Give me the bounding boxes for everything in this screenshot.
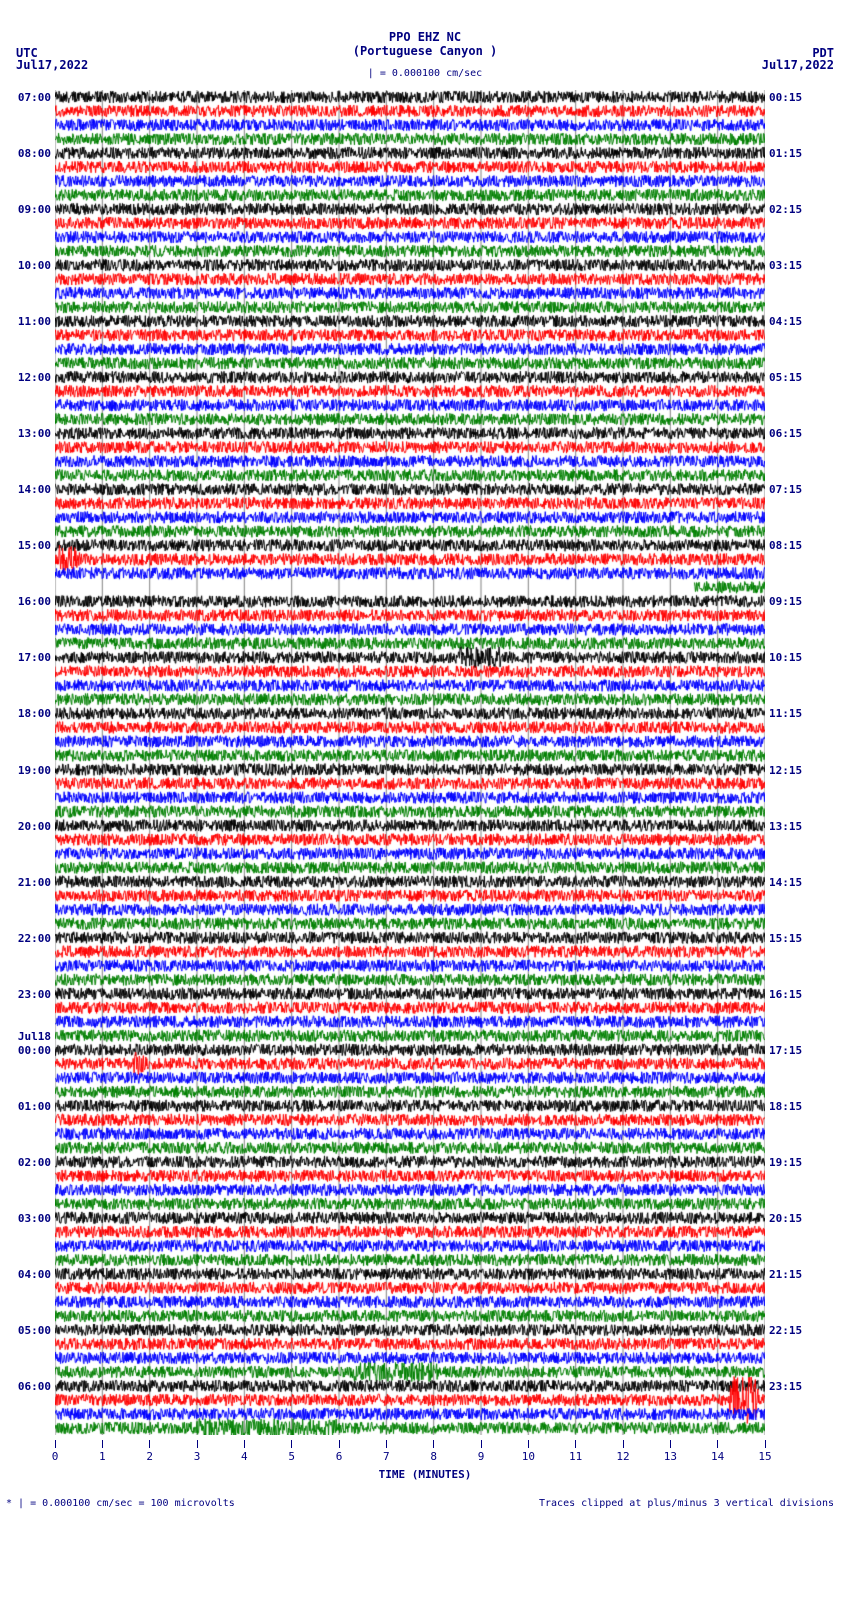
time-label: 16:00 [18, 595, 51, 608]
time-label: 23:15 [769, 1380, 802, 1393]
time-label: 11:00 [18, 315, 51, 328]
x-tick-label: 7 [383, 1450, 390, 1463]
date-left: Jul17,2022 [16, 58, 88, 72]
time-label: 10:00 [18, 259, 51, 272]
x-tick-mark [244, 1440, 245, 1448]
station-location: (Portuguese Canyon ) [0, 44, 850, 58]
footer-right: Traces clipped at plus/minus 3 vertical … [539, 1498, 834, 1509]
time-label: 21:15 [769, 1268, 802, 1281]
time-label: 18:00 [18, 707, 51, 720]
time-label: 05:15 [769, 371, 802, 384]
time-label: 08:15 [769, 539, 802, 552]
time-label: 06:15 [769, 427, 802, 440]
time-label: 00:00 [18, 1044, 51, 1057]
x-tick-mark [765, 1440, 766, 1448]
x-tick-mark [149, 1440, 150, 1448]
time-label: 18:15 [769, 1100, 802, 1113]
x-tick-label: 2 [146, 1450, 153, 1463]
helicorder-plot [55, 90, 765, 1435]
x-tick-mark [386, 1440, 387, 1448]
time-label: 17:15 [769, 1044, 802, 1057]
x-tick-label: 13 [664, 1450, 677, 1463]
time-label: 01:00 [18, 1100, 51, 1113]
x-tick-label: 9 [478, 1450, 485, 1463]
x-tick-label: 6 [336, 1450, 343, 1463]
time-label: 20:15 [769, 1212, 802, 1225]
x-tick-label: 8 [430, 1450, 437, 1463]
time-label: 07:15 [769, 483, 802, 496]
time-label: 16:15 [769, 988, 802, 1001]
x-tick-mark [339, 1440, 340, 1448]
x-tick-label: 11 [569, 1450, 582, 1463]
time-label: 12:00 [18, 371, 51, 384]
x-tick-mark [481, 1440, 482, 1448]
time-label: 01:15 [769, 147, 802, 160]
scale-note: | = 0.000100 cm/sec [0, 68, 850, 79]
time-label: 23:00 [18, 988, 51, 1001]
station-title: PPO EHZ NC [0, 30, 850, 44]
x-tick-mark [528, 1440, 529, 1448]
x-tick-label: 15 [758, 1450, 771, 1463]
x-tick-mark [102, 1440, 103, 1448]
time-label: 04:00 [18, 1268, 51, 1281]
x-tick-mark [197, 1440, 198, 1448]
x-tick-mark [55, 1440, 56, 1448]
time-label: 22:00 [18, 932, 51, 945]
left-time-labels: 07:00 08:00 09:00 10:00 11:00 12:00 13:00 14:00… [0, 90, 55, 1435]
time-label: 20:00 [18, 820, 51, 833]
time-label: 14:00 [18, 483, 51, 496]
time-label: 09:15 [769, 595, 802, 608]
time-label: 15:15 [769, 932, 802, 945]
time-label: 00:15 [769, 91, 802, 104]
time-label: 12:15 [769, 764, 802, 777]
x-tick-label: 3 [194, 1450, 201, 1463]
x-tick-label: 12 [616, 1450, 629, 1463]
x-tick-label: 5 [288, 1450, 295, 1463]
x-axis-title: TIME (MINUTES) [0, 1468, 850, 1481]
time-label: 11:15 [769, 707, 802, 720]
time-label: 04:15 [769, 315, 802, 328]
x-tick-mark [291, 1440, 292, 1448]
x-tick-label: 0 [52, 1450, 59, 1463]
time-label: 09:00 [18, 203, 51, 216]
time-label: 03:00 [18, 1212, 51, 1225]
time-label: 19:00 [18, 764, 51, 777]
right-time-labels: 00:15 01:15 02:15 03:15 04:15 05:15 06:15 07:15… [765, 90, 845, 1435]
time-label: 10:15 [769, 651, 802, 664]
x-tick-label: 4 [241, 1450, 248, 1463]
time-label: 05:00 [18, 1324, 51, 1337]
time-label: 22:15 [769, 1324, 802, 1337]
footer-left: * | = 0.000100 cm/sec = 100 microvolts [6, 1498, 235, 1509]
time-label: 19:15 [769, 1156, 802, 1169]
time-label: 06:00 [18, 1380, 51, 1393]
time-label: 02:00 [18, 1156, 51, 1169]
time-label: 14:15 [769, 876, 802, 889]
x-tick-label: 10 [522, 1450, 535, 1463]
date-right: Jul17,2022 [762, 58, 834, 72]
time-label: 07:00 [18, 91, 51, 104]
x-tick-label: 14 [711, 1450, 724, 1463]
time-label: 13:00 [18, 427, 51, 440]
x-tick-mark [575, 1440, 576, 1448]
time-label: 13:15 [769, 820, 802, 833]
time-label: 17:00 [18, 651, 51, 664]
time-label: 08:00 [18, 147, 51, 160]
time-label: 21:00 [18, 876, 51, 889]
time-label: Jul18 [18, 1030, 51, 1043]
x-tick-label: 1 [99, 1450, 106, 1463]
time-label: 02:15 [769, 203, 802, 216]
time-label: 15:00 [18, 539, 51, 552]
time-label: 03:15 [769, 259, 802, 272]
x-tick-mark [623, 1440, 624, 1448]
x-tick-mark [670, 1440, 671, 1448]
x-tick-mark [433, 1440, 434, 1448]
x-tick-mark [717, 1440, 718, 1448]
